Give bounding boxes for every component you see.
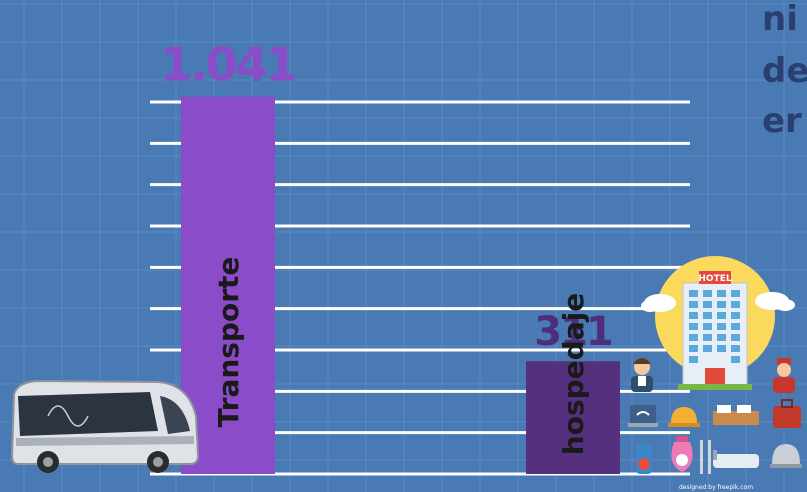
value-label: 311: [534, 309, 612, 355]
money-bag-icon: [671, 436, 693, 472]
hotel-sign: HOTEL: [698, 274, 731, 284]
bar-transporte: [181, 96, 275, 474]
hotel-window: [689, 301, 698, 308]
hotel-window: [689, 323, 698, 330]
value-label: 1.041: [160, 38, 296, 92]
hotel-window: [703, 323, 712, 330]
hotel-window: [717, 290, 726, 297]
hotel-window: [703, 290, 712, 297]
category-label: Transporte: [212, 257, 245, 428]
bus-icon: [10, 379, 200, 473]
door-sign-icon: [636, 444, 652, 474]
hotel-window: [703, 312, 712, 319]
hotel-window: [703, 301, 712, 308]
hotel-window: [731, 356, 740, 363]
hotel-window: [731, 290, 740, 297]
hotel-window: [689, 356, 698, 363]
hotel-window: [731, 301, 740, 308]
hotel-window: [689, 312, 698, 319]
hotel-window: [731, 323, 740, 330]
hotel-window: [703, 334, 712, 341]
hotel-window: [717, 323, 726, 330]
service-bell-icon: [668, 407, 700, 427]
hotel-illustration: HOTEL: [641, 256, 795, 390]
credit-text: designed by freepik.com: [679, 484, 753, 491]
hotel-window: [703, 345, 712, 352]
category-label: hospedaje: [557, 293, 590, 455]
hotel-window: [689, 290, 698, 297]
hotel-window: [689, 345, 698, 352]
title-line-1: ni: [762, 0, 798, 39]
bar-hospedaje: [526, 361, 620, 474]
title-line-2: de: [762, 51, 807, 91]
hotel-window: [731, 312, 740, 319]
bellboy-icon: [773, 358, 795, 393]
hotel-window: [731, 345, 740, 352]
receptionist-icon: [631, 358, 653, 392]
hotel-icon: HOTEL: [678, 271, 752, 390]
food-cloche-icon: [770, 444, 802, 468]
hotel-window: [731, 334, 740, 341]
title-line-3: er: [762, 101, 802, 141]
hotel-window: [689, 334, 698, 341]
hotel-window: [717, 312, 726, 319]
hotel-window: [717, 301, 726, 308]
wifi-laptop-icon: [628, 405, 658, 427]
hotel-window: [717, 334, 726, 341]
cutlery-icon: [700, 440, 711, 474]
bed-icon: [713, 405, 759, 425]
hotel-window: [717, 345, 726, 352]
luggage-icon: [773, 399, 801, 428]
bathtub-icon: [713, 450, 759, 468]
cloud-icon: [641, 292, 795, 312]
